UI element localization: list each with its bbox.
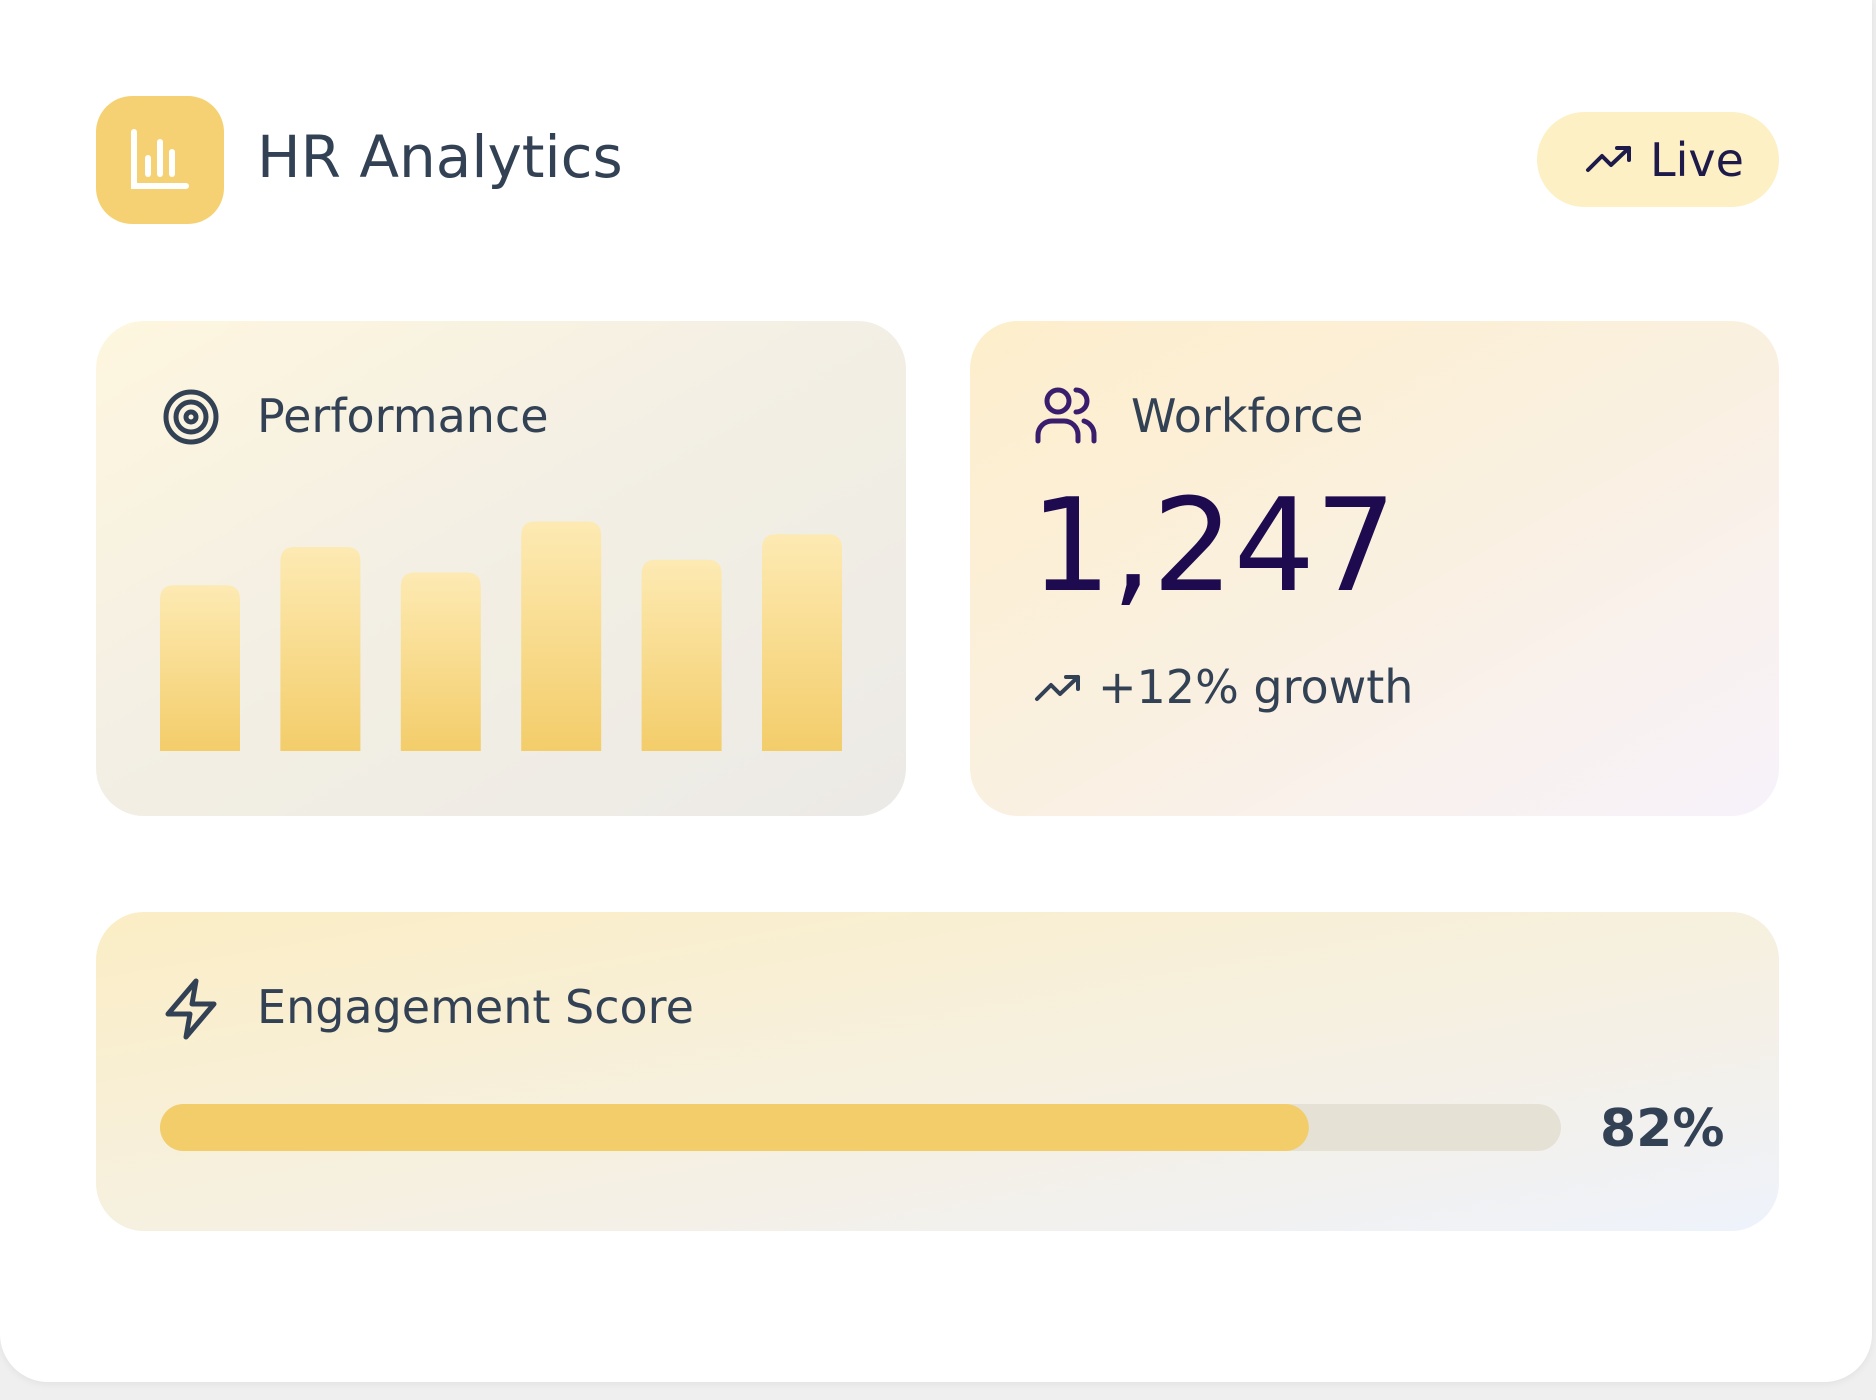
bar-chart-icon [131,129,189,189]
bar [762,534,842,751]
panel-title: Workforce [1131,389,1364,443]
trend-icon [1035,675,1080,701]
bar [641,559,722,751]
headcount-value: 1,247 [1030,472,1397,621]
panel-title: Performance [257,389,549,443]
progress-fill [160,1104,1309,1151]
trend-icon [1586,146,1631,172]
engagement-progress [160,1104,1561,1151]
app-title: HR Analytics [257,123,623,191]
bar [521,521,602,751]
zap-icon [165,978,217,1040]
live-badge[interactable] [1537,112,1779,207]
engagement-panel [96,912,1779,1231]
performance-chart [160,521,842,751]
bar [400,572,481,751]
users-icon [1035,387,1097,444]
engagement-value: 82% [1600,1099,1725,1159]
growth-label: +12% growth [1098,660,1414,714]
bar [160,585,240,751]
workforce-panel [970,321,1779,816]
app-icon [96,96,224,224]
bar [280,547,361,751]
target-icon [163,389,219,445]
panel-title: Engagement Score [257,980,694,1034]
badge-label: Live [1650,133,1744,187]
